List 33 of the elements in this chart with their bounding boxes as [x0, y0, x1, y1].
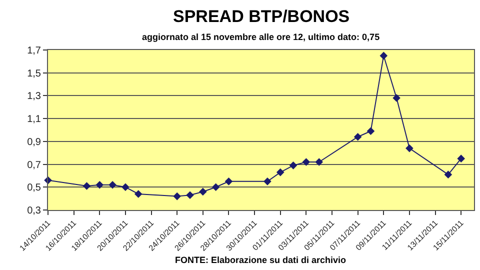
point [406, 144, 414, 152]
point [173, 192, 181, 200]
y-tick-label: 1,3 [27, 91, 42, 102]
point [289, 162, 298, 170]
point [354, 132, 362, 141]
y-tick-label: 1,7 [27, 46, 42, 56]
chart-subtitle: aggiornato al 15 novembre alle ore 12, ultimo dato: 0,75 [142, 32, 380, 42]
point [380, 52, 388, 60]
y-tick-label: 0,3 [27, 206, 42, 216]
point [212, 183, 220, 192]
point [457, 154, 465, 162]
point [264, 178, 272, 186]
point [444, 170, 452, 178]
point [276, 168, 284, 176]
y-tick-label: 0,5 [27, 182, 42, 194]
y-tick-label: 0,9 [27, 136, 42, 148]
point [392, 94, 400, 102]
point [315, 158, 323, 166]
chart-title: SPREAD BTP/BONOS [173, 7, 350, 26]
point [186, 191, 194, 200]
point [134, 190, 142, 198]
point [82, 182, 91, 190]
point [96, 180, 104, 189]
point [199, 188, 207, 196]
point [122, 183, 130, 192]
point [224, 178, 233, 186]
point [366, 127, 375, 136]
y-tick-label: 0,7 [27, 160, 42, 171]
point [302, 158, 310, 166]
source-note: FONTE: Elaborazione su dati di archivio [175, 255, 347, 265]
point [108, 180, 116, 189]
y-tick-label: 1,1 [27, 114, 42, 126]
y-tick-label: 1,5 [27, 68, 42, 80]
